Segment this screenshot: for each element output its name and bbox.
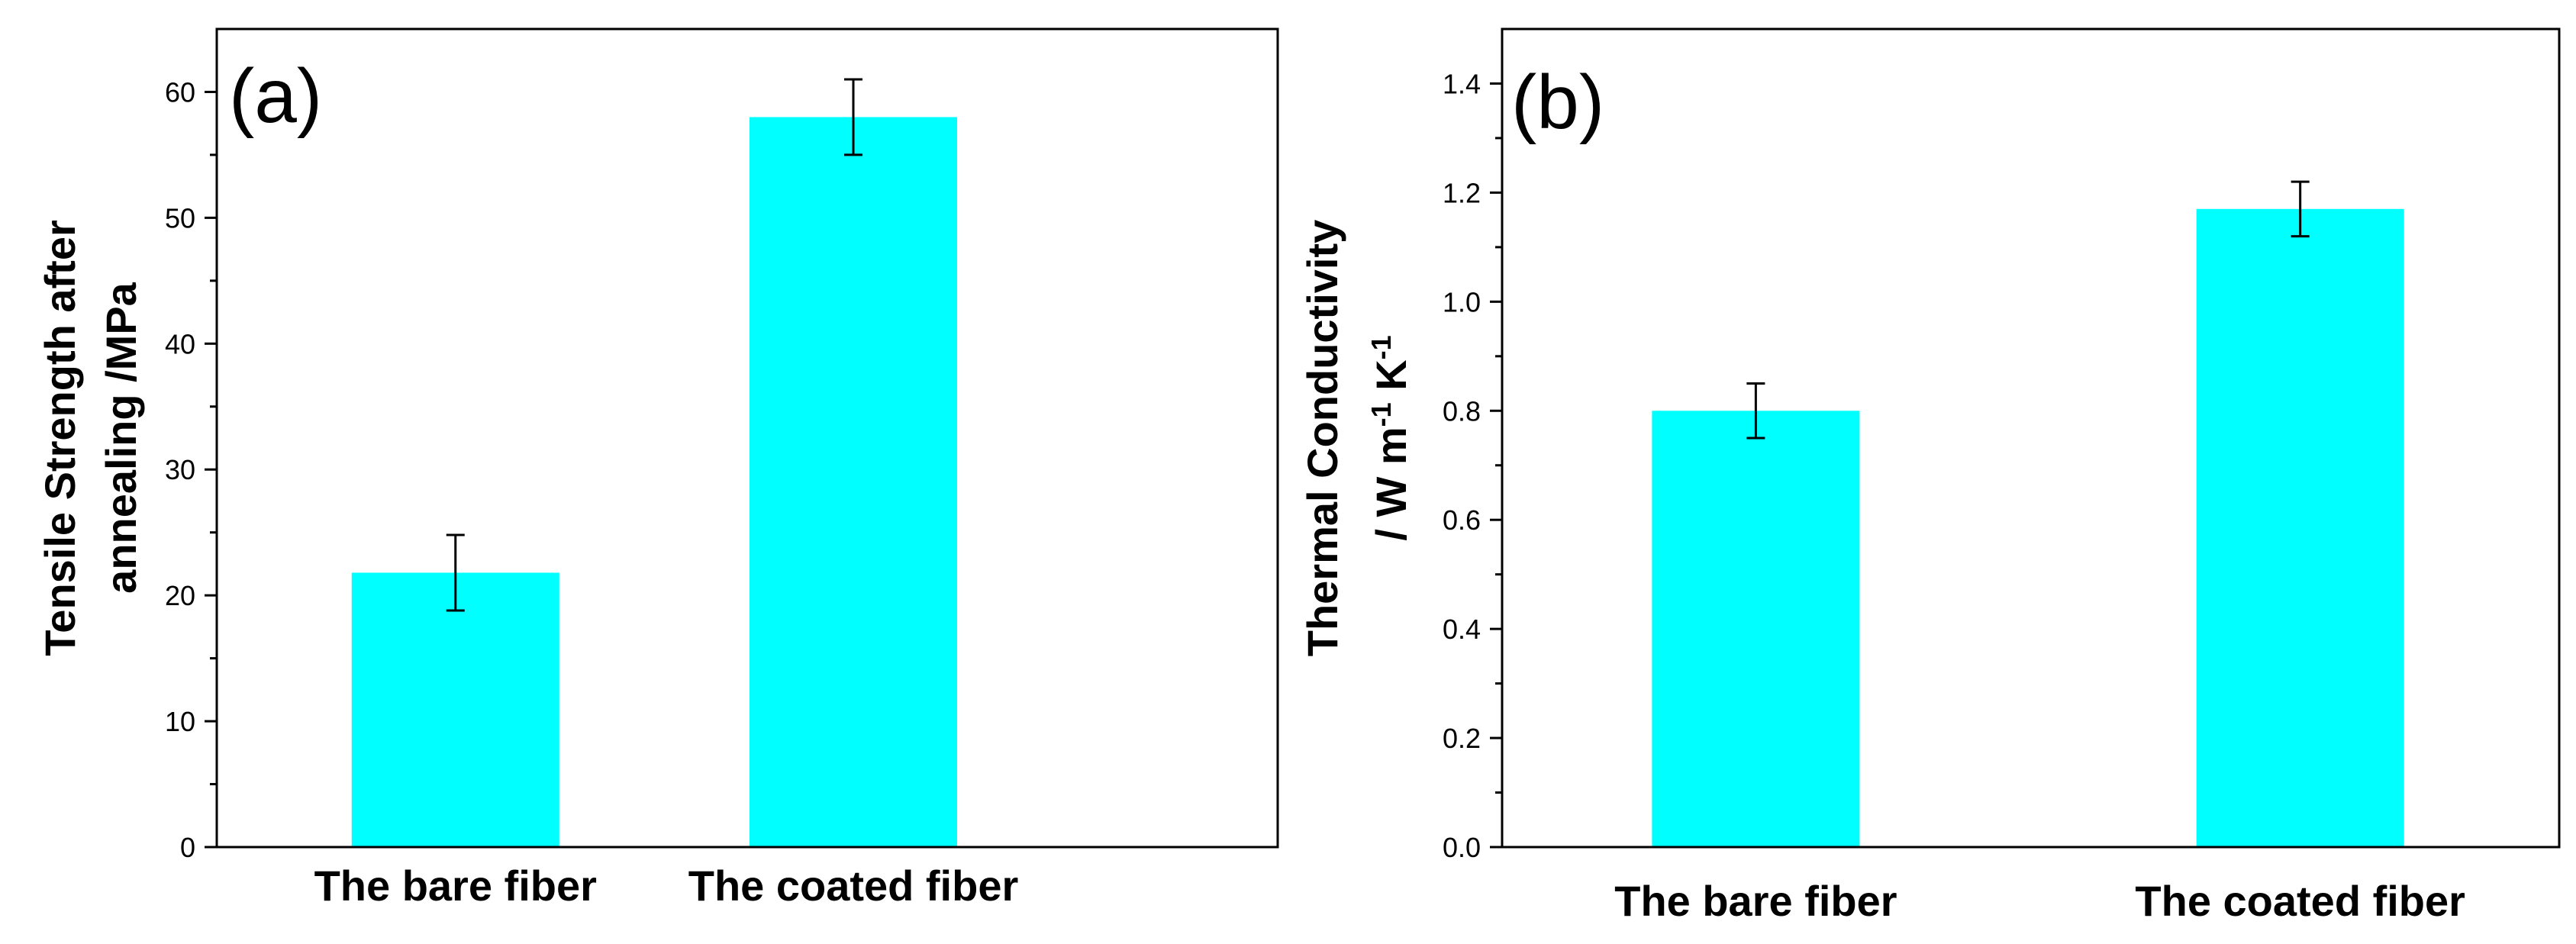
panel-a-label: (a) <box>229 53 322 139</box>
pb-y-tick-label-0: 0.0 <box>1443 832 1481 863</box>
panel-a-bars <box>351 117 957 847</box>
panel-b-bars <box>1652 208 2404 848</box>
pa-y-tick-label-1: 10 <box>165 706 195 737</box>
panel-b-unit-w-m: / W m <box>1367 427 1415 540</box>
panel-b-category-label-coated: The coated fiber <box>2135 877 2465 925</box>
panel-b-label: (b) <box>1511 60 1604 145</box>
pb-y-tick-label-7: 1.4 <box>1443 68 1481 99</box>
panel-b-y-ticks: 0.0 0.2 0.4 0.6 0.8 1.0 1.2 1.4 <box>1443 68 1502 863</box>
pa-y-tick-label-2: 20 <box>165 580 195 611</box>
pa-y-tick-label-6: 60 <box>165 76 195 108</box>
panel-a-y-axis-title-2: annealing /MPa <box>97 282 145 593</box>
panel-b-unit-exp1: -1 <box>1365 402 1397 427</box>
panel-b-y-axis-title-line2: / W m-1 K-1 <box>1365 335 1416 540</box>
pa-y-tick-label-3: 30 <box>165 454 195 485</box>
pb-y-tick-label-6: 1.2 <box>1443 177 1481 208</box>
pa-y-tick-label-4: 40 <box>165 328 195 359</box>
pb-y-tick-label-1: 0.2 <box>1443 723 1481 754</box>
panel-a-category-label-coated: The coated fiber <box>688 862 1019 910</box>
pb-bar-1 <box>2196 208 2404 848</box>
pb-y-tick-label-5: 1.0 <box>1443 286 1481 317</box>
panel-b-category-label-bare: The bare fiber <box>1614 877 1897 925</box>
pb-bar-0 <box>1652 411 1860 847</box>
panel-b-plot-frame <box>1501 27 2561 849</box>
pa-bar-1 <box>750 117 957 847</box>
panel-a-y-axis-title-line2: annealing /MPa <box>97 282 145 593</box>
panel-b-y-axis-title-line1: Thermal Conductivity <box>1298 220 1346 657</box>
panel-a-y-ticks: 0 10 20 30 40 50 60 <box>165 76 217 863</box>
pb-y-tick-label-4: 0.8 <box>1443 395 1481 427</box>
panel-a-y-axis-title-line1: Tensile Strength after <box>36 220 84 656</box>
panel-b-unit-exp2: -1 <box>1365 335 1397 359</box>
pa-bar-0 <box>351 572 559 847</box>
panel-a-category-label-bare: The bare fiber <box>314 862 597 910</box>
panel-a-error-bars <box>446 78 862 612</box>
panel-b-error-bars <box>1746 180 2310 440</box>
panel-b: 0.0 0.2 0.4 0.6 0.8 1.0 1.2 1.4 (b) Thermal Con… <box>1298 27 2561 925</box>
panel-a-plot-frame <box>215 27 1279 849</box>
panel-b-unit-k: K <box>1367 359 1415 402</box>
pb-y-tick-label-2: 0.4 <box>1443 614 1481 645</box>
pa-y-tick-label-0: 0 <box>180 832 195 863</box>
panel-a-y-axis-title: Tensile Strength after <box>36 220 84 656</box>
pa-y-tick-label-5: 50 <box>165 202 195 234</box>
panel-a: 0 10 20 30 40 50 60 (a) Tensile Strength after… <box>36 27 1279 910</box>
pb-y-tick-label-3: 0.6 <box>1443 504 1481 536</box>
